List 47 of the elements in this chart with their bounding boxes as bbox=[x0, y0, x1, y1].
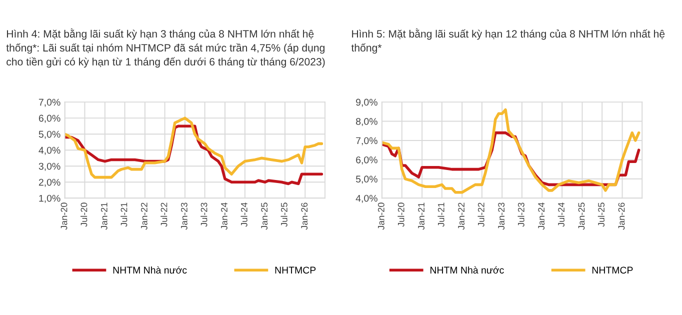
x-tick-label: Jul-24 bbox=[558, 202, 564, 227]
x-tick-label: Jul-20 bbox=[80, 202, 88, 227]
chart-title: Hình 4: Mặt bằng lãi suất kỳ hạn 3 tháng của 8 NHTM lớn nhất hệ thống*: Lãi suất tại nhóm NHTMCP đã sát mức trần 4,75% (áp dụng cho tiền gửi có kỳ hạn từ 1 tháng đến dưới 6 tháng từ tháng 6/2023) bbox=[6, 28, 325, 68]
x-tick-label: Jul-23 bbox=[518, 202, 524, 227]
y-tick-label: 1,0% bbox=[39, 194, 60, 203]
x-tick-label: Jul-20 bbox=[398, 202, 404, 227]
line-series bbox=[64, 116, 324, 179]
x-tick-label: Jan-25 bbox=[261, 202, 268, 230]
y-tick-label: 4,0% bbox=[38, 146, 60, 155]
legend-label: NHTM Nhà nước bbox=[430, 266, 504, 274]
x-tick-label: Jul-21 bbox=[120, 202, 128, 227]
y-tick-label: 6,0% bbox=[356, 156, 378, 164]
x-tick-label: Jan-21 bbox=[100, 202, 108, 230]
x-tick-label: Jan-24 bbox=[221, 202, 228, 230]
x-tick-label: Jul-25 bbox=[280, 202, 288, 227]
x-tick-label: Jan-24 bbox=[538, 202, 545, 230]
x-tick-label: Jul-21 bbox=[438, 202, 444, 227]
x-tick-label: Jul-22 bbox=[160, 202, 168, 227]
x-tick-label: Jul-23 bbox=[200, 202, 208, 227]
x-tick-label: Jul-25 bbox=[598, 202, 605, 227]
x-tick-label: Jan-21 bbox=[418, 202, 424, 230]
y-tick-label: 7,0% bbox=[38, 98, 60, 107]
y-tick-label: 5,0% bbox=[356, 176, 378, 184]
y-tick-label: 9,0% bbox=[356, 98, 378, 107]
x-tick-label: Jan-23 bbox=[180, 202, 188, 230]
y-tick-label: 4,0% bbox=[356, 194, 378, 203]
line-series bbox=[382, 108, 640, 194]
x-tick-label: Jan-20 bbox=[60, 202, 68, 230]
y-tick-label: 6,0% bbox=[38, 114, 60, 123]
x-tick-label: Jan-26 bbox=[618, 202, 625, 230]
x-tick-label: Jan-22 bbox=[140, 202, 148, 230]
y-tick-label: 2,0% bbox=[38, 178, 60, 187]
legend-label: NHTM Nhà nước bbox=[113, 266, 187, 274]
x-tick-label: Jan-23 bbox=[498, 202, 505, 230]
y-tick-label: 8,0% bbox=[356, 118, 378, 126]
y-tick-label: 7,0% bbox=[356, 137, 378, 146]
y-tick-label: 5,0% bbox=[38, 130, 60, 139]
x-tick-label: Jan-25 bbox=[578, 202, 585, 230]
x-tick-label: Jan-26 bbox=[301, 202, 308, 230]
x-tick-label: Jan-20 bbox=[378, 202, 384, 230]
x-tick-label: Jul-22 bbox=[478, 202, 484, 227]
x-tick-label: Jan-22 bbox=[458, 202, 464, 230]
chart-title: Hình 5: Mặt bằng lãi suất kỳ hạn 12 tháng của 8 NHTM lớn nhất hệ thống* bbox=[351, 28, 665, 54]
legend-label: NHTMCP bbox=[275, 266, 316, 274]
legend-label: NHTMCP bbox=[592, 266, 633, 274]
x-tick-label: Jul-24 bbox=[240, 202, 248, 227]
y-tick-label: 3,0% bbox=[38, 162, 60, 171]
